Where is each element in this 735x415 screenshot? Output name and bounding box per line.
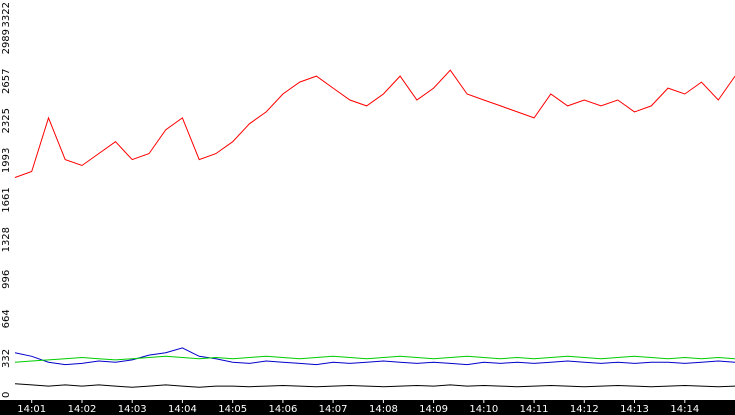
x-tick-label: 14:09 xyxy=(419,404,448,415)
series-line-4 xyxy=(14,383,735,388)
x-tick-label: 14:01 xyxy=(17,404,46,415)
x-tick-label: 14:03 xyxy=(118,404,147,415)
x-tick-label: 14:08 xyxy=(369,404,398,415)
y-tick-label: 1993 xyxy=(1,148,12,173)
y-tick-label: 996 xyxy=(1,270,12,289)
y-tick-label: 2989 xyxy=(1,29,12,54)
y-tick-label: 2325 xyxy=(1,108,12,133)
y-tick-label: 0 xyxy=(1,392,12,398)
series-line-2 xyxy=(14,347,735,366)
x-tick-label: 14:05 xyxy=(218,404,247,415)
x-tick-label: 14:10 xyxy=(469,404,498,415)
x-tick-label: 14:07 xyxy=(319,404,348,415)
series-lines xyxy=(14,69,735,388)
y-tick-label: 3322 xyxy=(1,2,12,27)
x-tick-label: 14:04 xyxy=(168,404,197,415)
y-tick-label: 1661 xyxy=(1,187,12,212)
x-tick-label: 14:13 xyxy=(620,404,649,415)
series-line-3 xyxy=(14,355,735,363)
x-axis-band xyxy=(0,400,735,415)
x-tick-label: 14:12 xyxy=(570,404,599,415)
x-tick-label: 14:06 xyxy=(268,404,297,415)
x-tick-label: 14:02 xyxy=(68,404,97,415)
y-tick-label: 1328 xyxy=(1,227,12,252)
x-tick-label: 14:14 xyxy=(670,404,699,415)
y-tick-label: 2657 xyxy=(1,69,12,94)
y-axis-tick-labels: 0 332 664 996 1328 1661 1993 2325 2657 2989 3322 xyxy=(1,2,12,398)
x-tick-label: 14:11 xyxy=(520,404,549,415)
series-line-1 xyxy=(14,69,735,178)
x-axis-tick-labels: 14:01 14:02 14:03 14:04 14:05 14:06 14:07 14:08… xyxy=(17,400,699,415)
y-tick-label: 664 xyxy=(1,309,12,328)
y-tick-label: 332 xyxy=(1,349,12,368)
